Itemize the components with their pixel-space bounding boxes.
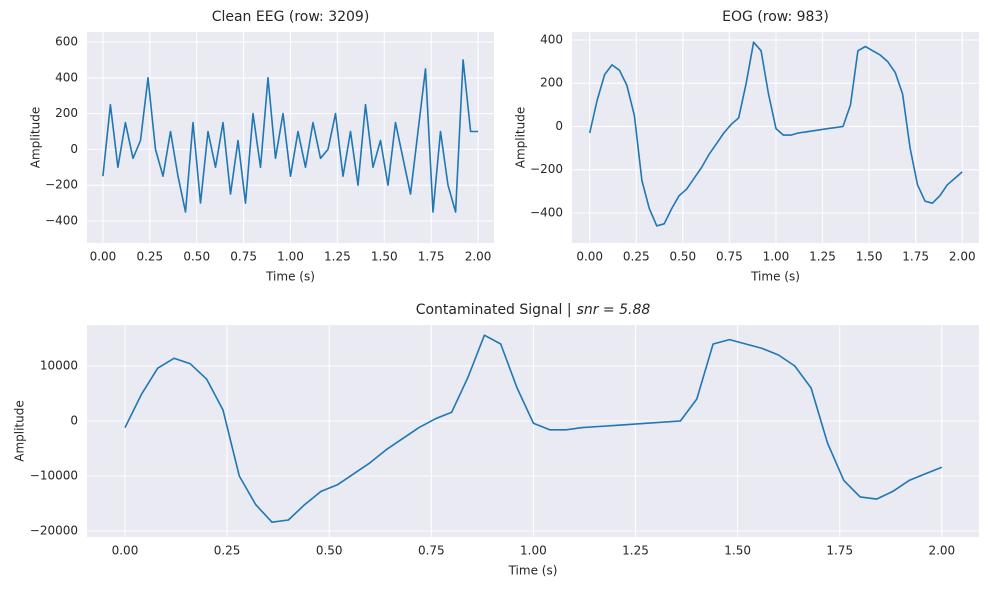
x-tick-label: 0.75 (418, 544, 445, 558)
y-tick-label: 0 (555, 119, 563, 133)
y-tick-label: −400 (530, 205, 563, 219)
y-tick-label: −10000 (30, 469, 78, 483)
title-math: snr = 5.88 (577, 302, 651, 318)
x-tick-label: 0.75 (230, 250, 257, 264)
subplot: 0.00 0.25 0.50 0.75 1.00 1.25 1.50 1.75 2.00 −400… (514, 9, 979, 284)
x-tick-label: 2.00 (928, 544, 955, 558)
y-tick-label: 200 (55, 106, 78, 120)
y-tick-label: −400 (45, 213, 78, 227)
x-tick-label: 0.50 (316, 544, 343, 558)
subplot: 0.00 0.25 0.50 0.75 1.00 1.25 1.50 1.75 2.00 −200… (13, 302, 979, 578)
y-axis-label: Amplitude (29, 107, 43, 169)
x-axis-label: Time (s) (508, 564, 558, 578)
chart-title: Clean EEG (row: 3209) (212, 9, 370, 25)
subplot: 0.00 0.25 0.50 0.75 1.00 1.25 1.50 1.75 2.00 −400… (29, 9, 494, 284)
x-tick-label: 0.00 (90, 250, 117, 264)
x-axis-label: Time (s) (265, 270, 315, 284)
x-tick-label: 2.00 (949, 250, 976, 264)
x-tick-label: 1.00 (277, 250, 304, 264)
y-tick-label: 10000 (40, 359, 78, 373)
chart-title: Contaminated Signal | snr = 5.88 (416, 302, 651, 318)
x-tick-label: 1.75 (902, 250, 929, 264)
title-text: EOG (row: 983) (722, 9, 829, 25)
x-tick-label: 1.25 (809, 250, 836, 264)
title-text: Contaminated Signal | (416, 302, 572, 318)
title-text: Clean EEG (row: 3209) (212, 9, 370, 25)
x-tick-label: 1.25 (622, 544, 649, 558)
x-tick-label: 1.00 (520, 544, 547, 558)
y-tick-label: 200 (540, 76, 563, 90)
y-axis-label: Amplitude (13, 400, 27, 462)
y-tick-label: 0 (70, 414, 78, 428)
x-tick-label: 0.25 (623, 250, 650, 264)
x-tick-label: 1.50 (371, 250, 398, 264)
y-tick-label: 600 (55, 35, 78, 49)
x-tick-label: 1.50 (724, 544, 751, 558)
line (102, 59, 479, 213)
x-tick-label: 1.00 (763, 250, 790, 264)
y-tick-label: 400 (55, 70, 78, 84)
x-tick-label: 0.50 (669, 250, 696, 264)
line (124, 334, 943, 523)
y-tick-label: 400 (540, 32, 563, 46)
y-tick-label: −20000 (30, 523, 78, 537)
x-tick-label: 2.00 (465, 250, 492, 264)
x-tick-label: 0.50 (183, 250, 210, 264)
x-axis-label: Time (s) (750, 270, 800, 284)
y-axis-label: Amplitude (514, 107, 528, 169)
x-tick-label: 1.75 (418, 250, 445, 264)
line (588, 41, 963, 227)
chart-title: EOG (row: 983) (722, 9, 829, 25)
x-tick-label: 1.25 (324, 250, 351, 264)
y-tick-label: −200 (530, 162, 563, 176)
x-tick-label: 0.25 (214, 544, 241, 558)
y-tick-label: 0 (70, 142, 78, 156)
x-tick-label: 1.75 (826, 544, 853, 558)
x-tick-label: 1.50 (856, 250, 883, 264)
x-tick-label: 0.00 (112, 544, 139, 558)
x-tick-label: 0.75 (716, 250, 743, 264)
y-tick-label: −200 (45, 178, 78, 192)
x-tick-label: 0.25 (136, 250, 163, 264)
x-tick-label: 0.00 (576, 250, 603, 264)
